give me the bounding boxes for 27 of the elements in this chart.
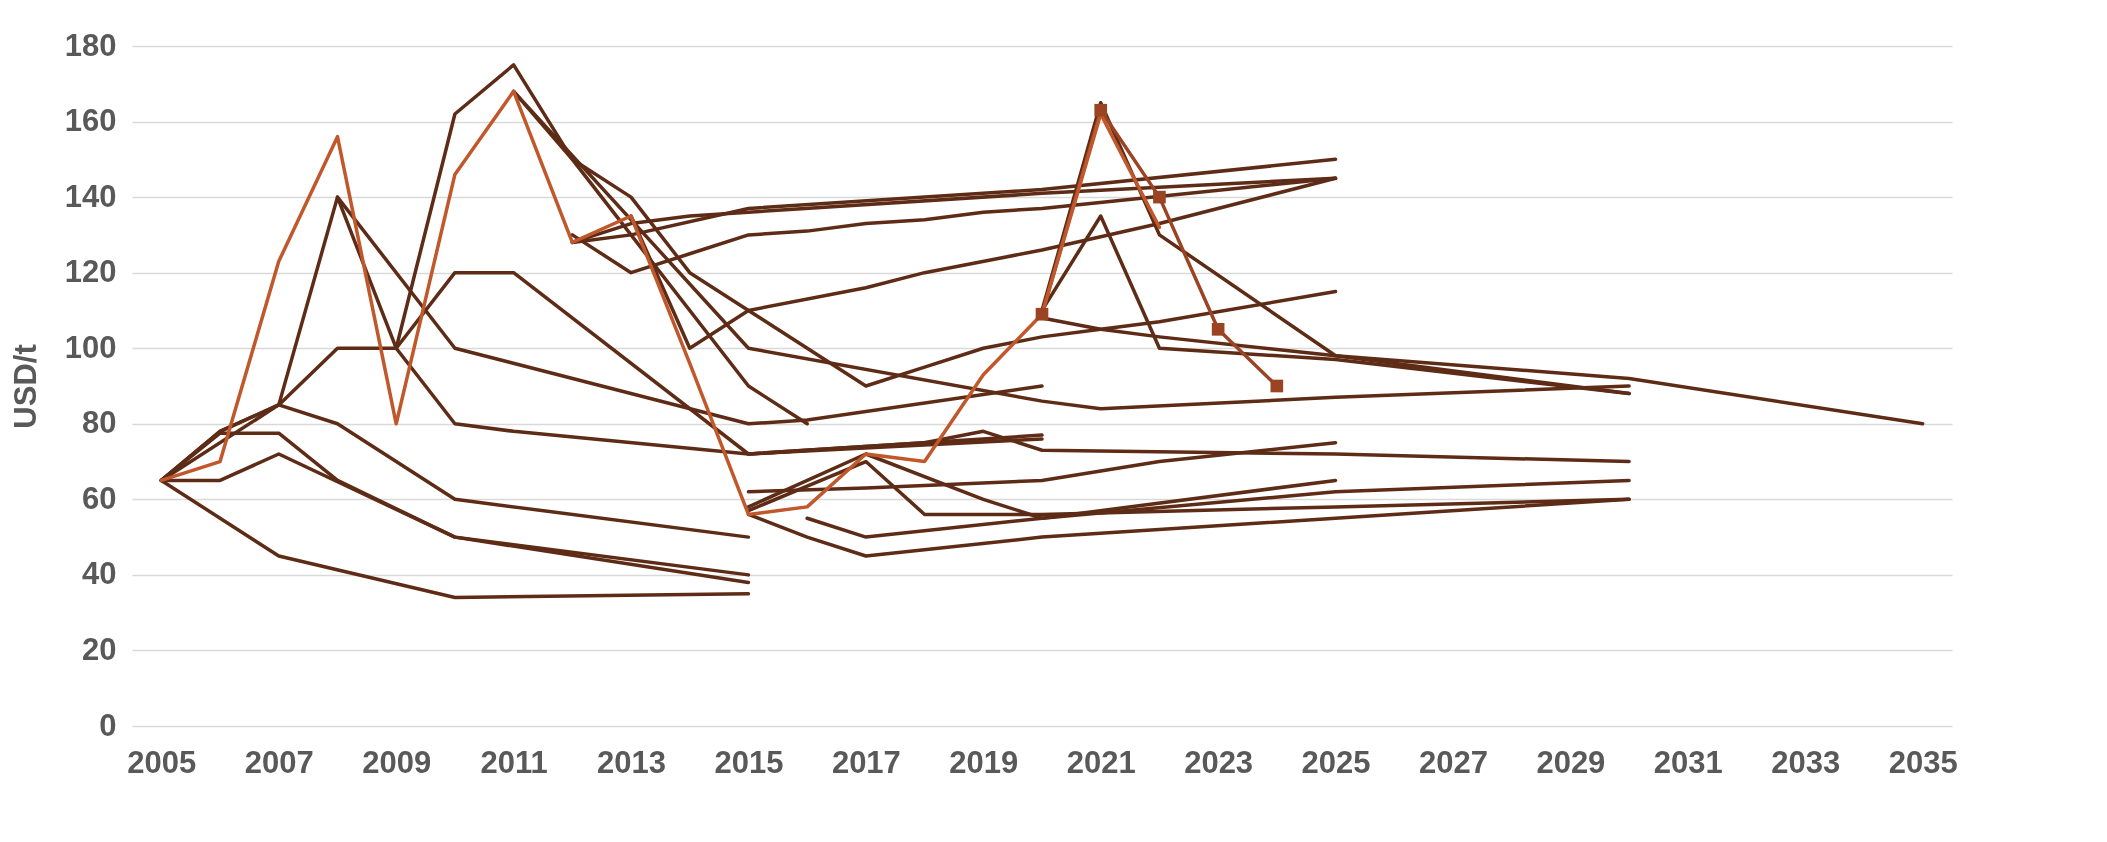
- x-tick-label: 2025: [1301, 744, 1371, 780]
- x-tick-label: 2035: [1888, 744, 1958, 780]
- y-tick-label: 160: [64, 103, 117, 139]
- x-tick-label: 2019: [949, 744, 1019, 780]
- y-tick-label: 80: [82, 405, 117, 441]
- x-tick-label: 2013: [597, 744, 667, 780]
- x-tick-label: 2023: [1184, 744, 1254, 780]
- x-tick-label: 2017: [831, 744, 901, 780]
- x-tick-label: 2029: [1536, 744, 1606, 780]
- x-tick-label: 2031: [1653, 744, 1723, 780]
- y-tick-label: 140: [64, 178, 117, 214]
- x-tick-label: 2005: [127, 744, 197, 780]
- x-tick-label: 2033: [1771, 744, 1841, 780]
- x-tick-label: 2007: [244, 744, 314, 780]
- x-tick-label: 2021: [1066, 744, 1136, 780]
- y-tick-label: 60: [82, 480, 117, 516]
- y-tick-label: 120: [64, 254, 117, 290]
- y-tick-label: 40: [82, 556, 117, 592]
- x-tick-label: 2011: [480, 744, 548, 780]
- x-tick-label: 2027: [1418, 744, 1488, 780]
- y-tick-label: 0: [99, 707, 117, 743]
- y-tick-label: 100: [64, 329, 117, 365]
- y-tick-label: 20: [82, 631, 117, 667]
- x-tick-label: 2009: [362, 744, 432, 780]
- x-tick-label: 2015: [714, 744, 784, 780]
- y-tick-label: 180: [64, 27, 117, 63]
- y-axis-title: USD/t: [7, 344, 43, 429]
